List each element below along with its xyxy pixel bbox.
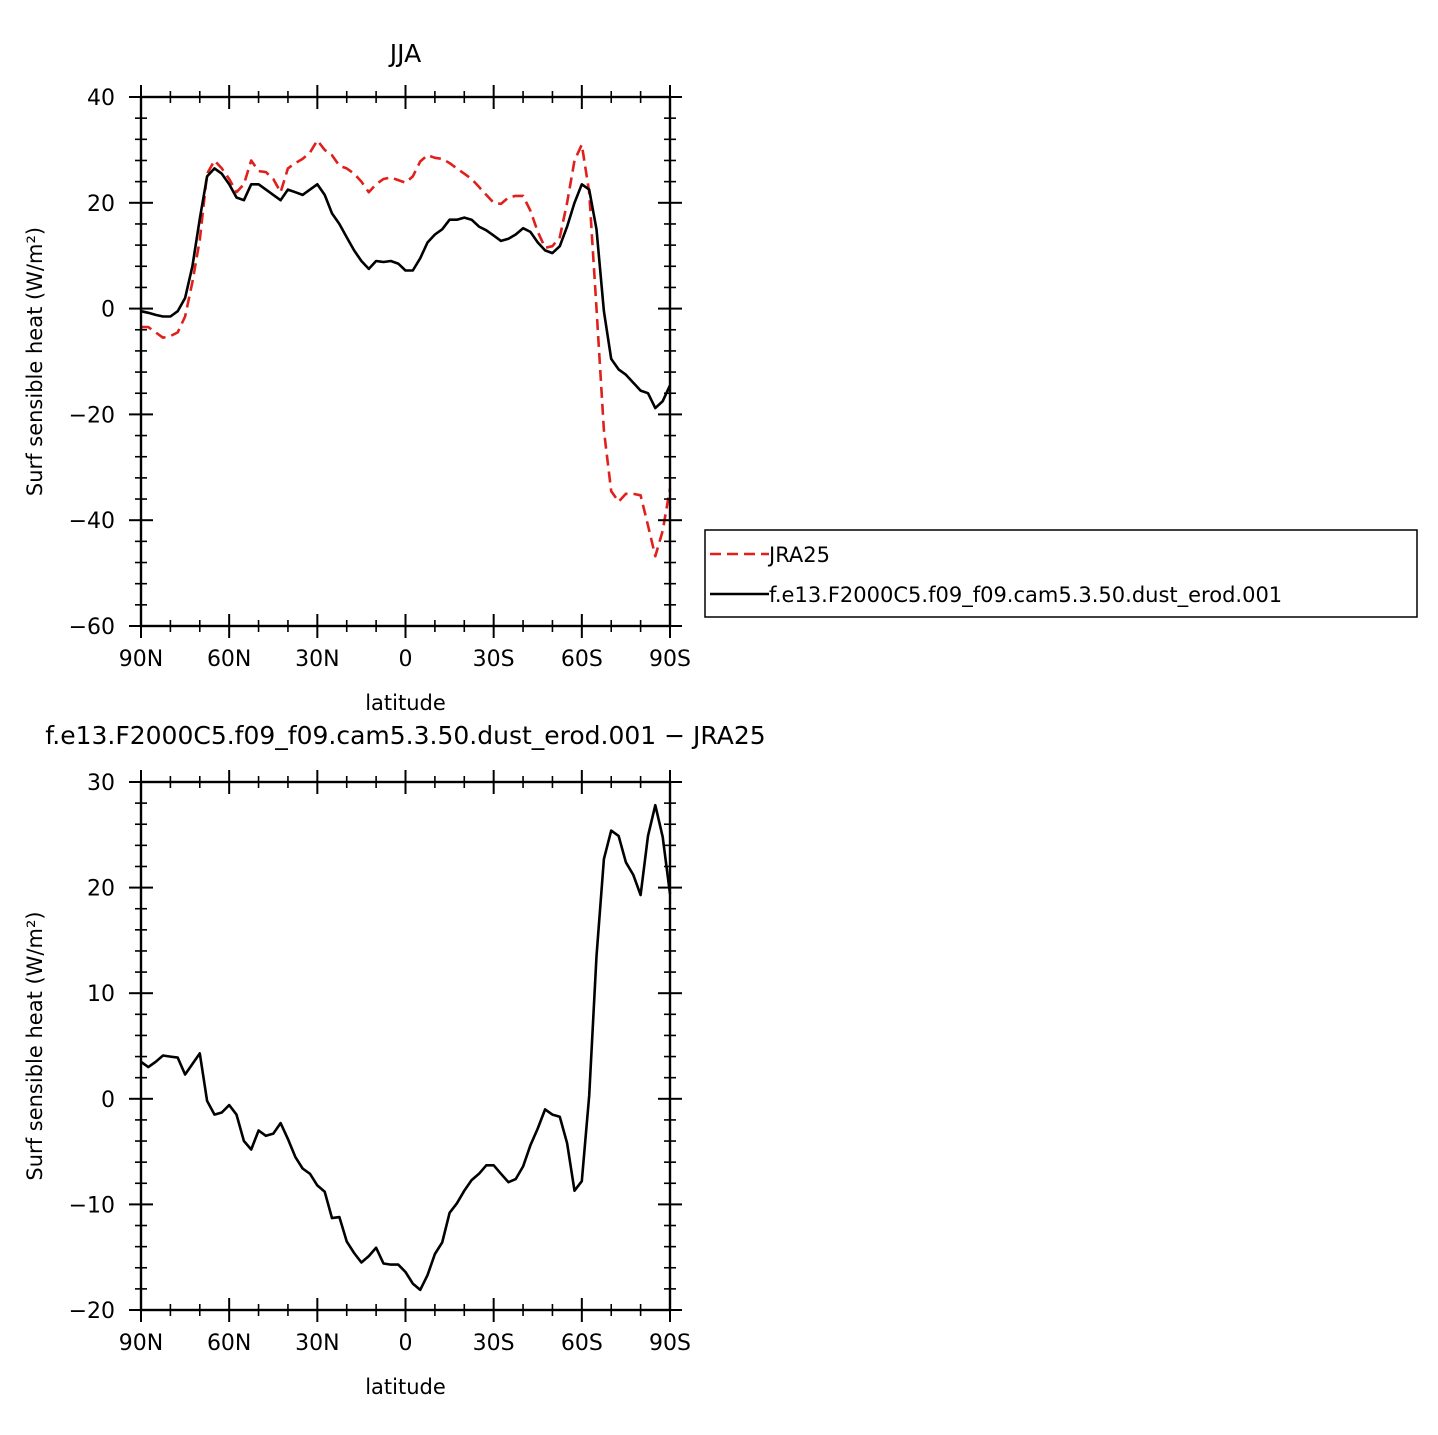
y-tick-label: 20 — [87, 877, 115, 902]
x-tick-label: 30N — [295, 1331, 339, 1356]
top-panel: JJA 90N 60N 30N 0 30S 60S 90S −60 −40 −20 0 20 40 lati… — [23, 39, 1418, 715]
x-tick-label: 60S — [561, 647, 603, 672]
legend-box — [704, 529, 1418, 618]
y-tick-label: −10 — [69, 1193, 115, 1218]
y-tick-label: 0 — [101, 1088, 115, 1113]
chart-title: JJA — [388, 39, 421, 68]
y-tick-label: −20 — [69, 403, 115, 428]
x-tick-label: 90N — [119, 1331, 163, 1356]
plot-frame — [139, 95, 672, 628]
x-tick-label: 90S — [649, 647, 691, 672]
series-line-0 — [141, 139, 672, 558]
x-tick-label: 30S — [473, 1331, 515, 1356]
x-tick-label: 90S — [649, 1331, 691, 1356]
bottom-panel: f.e13.F2000C5.f09_f09.cam5.3.50.dust_ero… — [23, 721, 766, 1399]
x-tick-label: 0 — [399, 647, 413, 672]
series-line-0 — [140, 803, 672, 1292]
x-tick-label: 30N — [295, 647, 339, 672]
y-tick-label: −60 — [69, 615, 115, 640]
chart-title: f.e13.F2000C5.f09_f09.cam5.3.50.dust_ero… — [45, 721, 765, 750]
x-tick-label: 60N — [207, 1331, 251, 1356]
x-axis-label: latitude — [365, 691, 446, 715]
y-tick-label: −40 — [69, 509, 115, 534]
x-axis-label: latitude — [365, 1375, 446, 1399]
y-axis-label: Surf sensible heat (W/m²) — [23, 911, 47, 1180]
series-line-1 — [140, 167, 672, 410]
y-tick-label: 30 — [87, 771, 115, 796]
x-tick-label: 90N — [119, 647, 163, 672]
x-tick-label: 0 — [399, 1331, 413, 1356]
y-axis-label: Surf sensible heat (W/m²) — [23, 227, 47, 496]
y-tick-label: 10 — [87, 982, 115, 1007]
x-tick-label: 60N — [207, 647, 251, 672]
y-tick-label: 20 — [87, 192, 115, 217]
x-tick-label: 30S — [473, 647, 515, 672]
y-tick-label: −20 — [69, 1299, 115, 1324]
legend-label-1: f.e13.F2000C5.f09_f09.cam5.3.50.dust_ero… — [769, 583, 1282, 608]
x-tick-label: 60S — [561, 1331, 603, 1356]
y-tick-label: 40 — [87, 86, 115, 111]
y-tick-label: 0 — [101, 298, 115, 323]
legend-label-0: JRA25 — [767, 543, 830, 567]
